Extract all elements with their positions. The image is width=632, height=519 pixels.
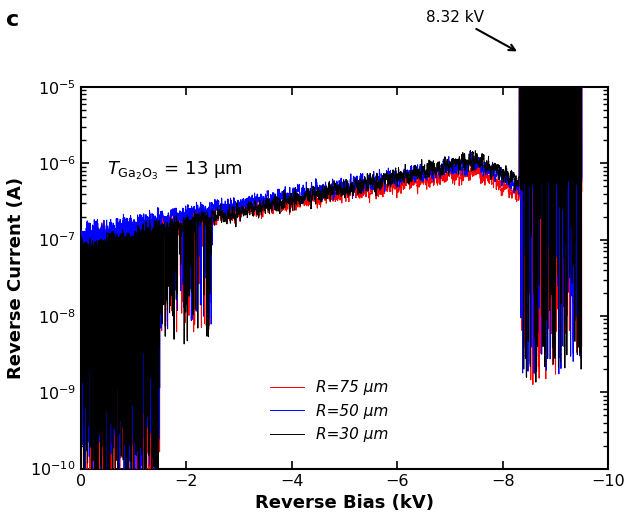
R=75 μm — [377, 192, 385, 198]
R=50 μm — [403, 172, 410, 178]
R=75 μm — [578, 188, 586, 195]
Text: 8.32 kV: 8.32 kV — [426, 10, 515, 50]
R=30 μm — [269, 200, 276, 206]
R=30 μm — [168, 223, 176, 229]
Text: c: c — [6, 10, 20, 31]
R=50 μm — [451, 166, 458, 172]
R=50 μm — [489, 162, 497, 169]
R=30 μm — [451, 159, 458, 166]
R=50 μm — [77, 227, 85, 234]
R=50 μm — [269, 201, 276, 207]
R=75 μm — [269, 194, 276, 200]
R=75 μm — [451, 179, 458, 185]
R=30 μm — [377, 179, 385, 185]
R=30 μm — [516, 31, 524, 37]
R=75 μm — [520, 31, 527, 37]
X-axis label: Reverse Bias (kV): Reverse Bias (kV) — [255, 494, 434, 512]
R=75 μm — [168, 214, 176, 221]
R=30 μm — [578, 52, 586, 58]
R=50 μm — [377, 173, 385, 179]
Line: R=50 μm: R=50 μm — [81, 34, 582, 494]
R=30 μm — [81, 508, 88, 514]
R=30 μm — [489, 166, 497, 172]
R=50 μm — [516, 31, 524, 37]
R=30 μm — [403, 169, 410, 175]
Y-axis label: Reverse Current (A): Reverse Current (A) — [7, 177, 25, 379]
R=30 μm — [77, 247, 85, 253]
R=50 μm — [578, 178, 586, 184]
Legend: R=75 μm, R=50 μm, R=30 μm: R=75 μm, R=50 μm, R=30 μm — [262, 373, 396, 449]
R=75 μm — [77, 315, 85, 321]
Line: R=75 μm: R=75 μm — [81, 34, 582, 500]
R=75 μm — [107, 497, 115, 503]
R=50 μm — [105, 491, 112, 497]
Text: $\mathit{T}_{\mathregular{Ga_2O_3}}$ = 13 μm: $\mathit{T}_{\mathregular{Ga_2O_3}}$ = 1… — [107, 160, 243, 182]
R=75 μm — [489, 175, 497, 182]
R=50 μm — [168, 213, 176, 219]
Line: R=30 μm: R=30 μm — [81, 34, 582, 511]
R=75 μm — [403, 174, 410, 181]
